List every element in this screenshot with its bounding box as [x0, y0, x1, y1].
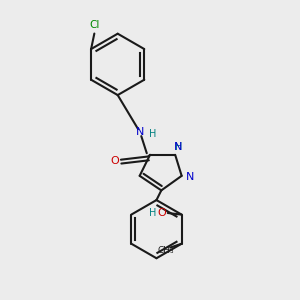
Text: N: N	[136, 127, 144, 137]
Text: N: N	[174, 142, 183, 152]
Text: Cl: Cl	[89, 20, 100, 30]
Text: H: H	[149, 208, 156, 218]
Text: O: O	[110, 156, 119, 166]
Text: O: O	[157, 208, 166, 218]
Text: H: H	[149, 129, 156, 139]
Text: H: H	[175, 142, 182, 152]
Text: CH₃: CH₃	[157, 246, 174, 255]
Text: N: N	[185, 172, 194, 182]
